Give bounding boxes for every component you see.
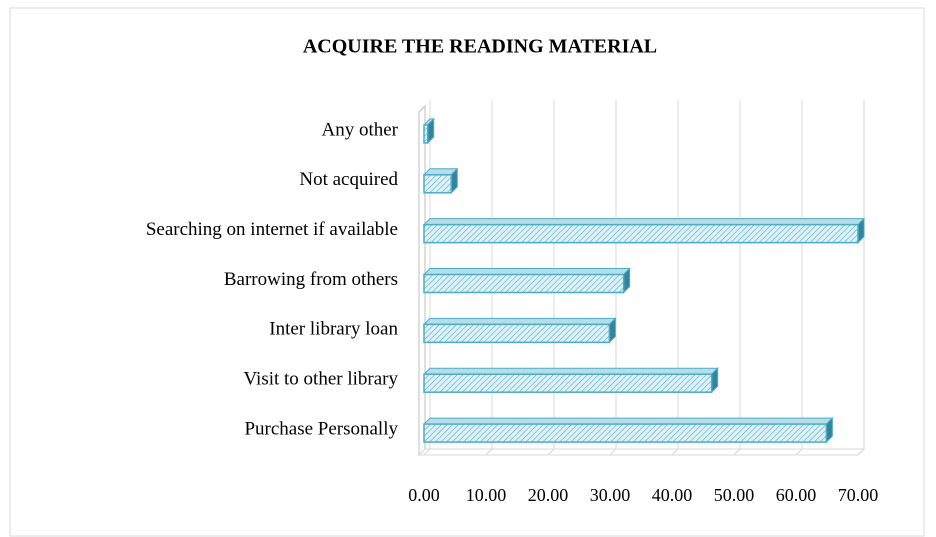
bar (422, 117, 435, 145)
bar (422, 367, 719, 394)
bar-top (422, 268, 631, 275)
y-tick-label: Barrowing from others (224, 269, 398, 290)
y-tick-label: Purchase Personally (244, 418, 398, 439)
floor-line (795, 448, 803, 456)
floor-line (671, 448, 679, 456)
floor-line (733, 448, 741, 456)
y-tick-label: Visit to other library (243, 369, 398, 390)
bar-front (423, 423, 828, 443)
y-tick-label: Not acquired (299, 169, 398, 190)
bar-front (423, 323, 611, 344)
x-tick-label: 0.00 (408, 485, 440, 505)
x-tick-label: 50.00 (714, 485, 755, 505)
bar (422, 317, 617, 344)
bar-front (423, 223, 859, 244)
floor-line (423, 448, 431, 456)
y-tick-label: Any other (321, 119, 398, 140)
bar-top (422, 367, 719, 375)
bar-front (423, 273, 625, 294)
bar-top (422, 417, 834, 425)
y-tick-label: Inter library loan (269, 319, 398, 340)
bar-front (423, 124, 429, 144)
bar (422, 167, 459, 194)
floor-line (547, 448, 555, 456)
bar-top (422, 317, 617, 325)
floor-line (609, 448, 617, 456)
bar-front (423, 373, 713, 393)
x-tick-label: 30.00 (590, 485, 631, 505)
x-tick-label: 20.00 (528, 485, 569, 505)
bar-front (423, 174, 453, 194)
floor-line (857, 448, 865, 456)
floor-line (485, 448, 493, 456)
x-tick-label: 60.00 (776, 485, 817, 505)
x-tick-label: 70.00 (838, 485, 879, 505)
x-tick-label: 40.00 (652, 485, 693, 505)
y-tick-label: Searching on internet if available (146, 219, 398, 240)
x-tick-label: 10.00 (466, 485, 507, 505)
bar (422, 267, 631, 294)
bar-top (422, 218, 866, 226)
bar (422, 416, 834, 444)
chart-title: ACQUIRE THE READING MATERIAL (303, 36, 657, 58)
bar (422, 217, 866, 244)
